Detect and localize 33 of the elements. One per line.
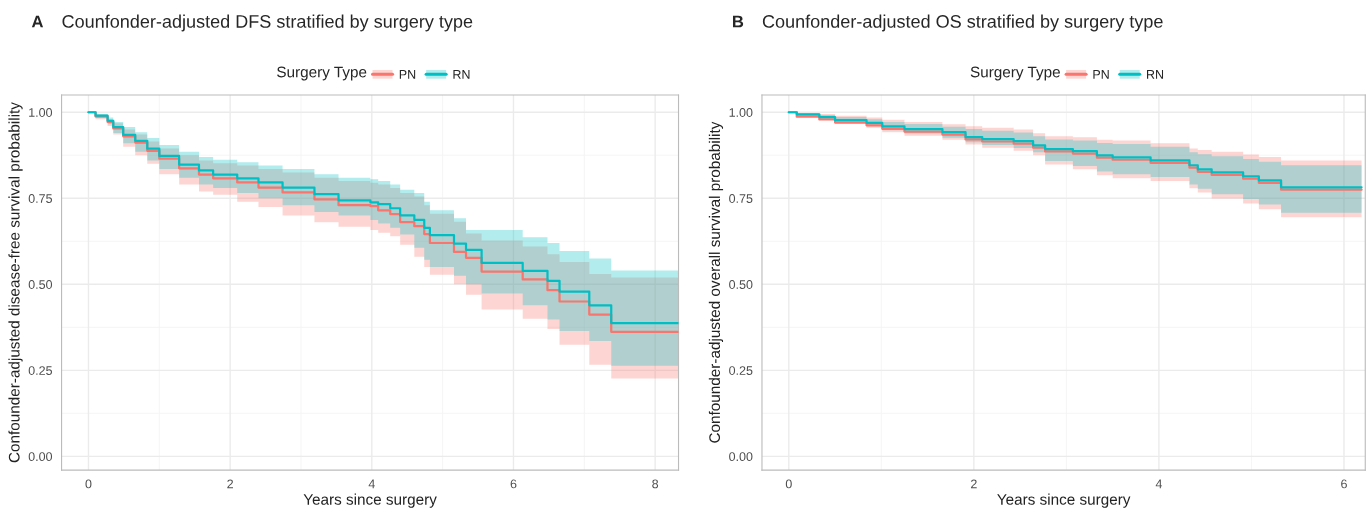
legend-label: PN [399, 70, 416, 79]
y-tick-label: 0.00 [28, 452, 53, 462]
x-tick-label: 6 [510, 479, 517, 489]
x-tick-label: 8 [652, 479, 659, 489]
x-tick-label: 2 [227, 479, 233, 489]
y-tick-label: 1.00 [729, 108, 753, 117]
y-tick-label: 1.00 [29, 108, 53, 117]
chart-title: Counfonder-adjusted DFS stratified by surgery type [62, 14, 473, 32]
x-tick-label: 6 [1341, 479, 1347, 489]
x-axis-title: Years since surgery [303, 493, 437, 508]
y-axis-title: Confounder-adjusted overall survival probability [708, 121, 724, 443]
y-tick-label: 0.50 [729, 280, 753, 289]
x-tick-label: 2 [971, 479, 977, 489]
x-tick-label: 0 [785, 479, 792, 489]
text: A [31, 15, 44, 28]
x-tick-label: 4 [1155, 479, 1163, 489]
legend-label: RN [1147, 70, 1164, 79]
y-axis-title: Confounder-adjusted disease-free survival probability [8, 102, 23, 463]
y-tick-label: 0.25 [729, 366, 753, 375]
y-tick-label: 0.75 [28, 194, 53, 203]
x-tick-label: 4 [368, 479, 375, 489]
legend-title: Surgery Type [970, 66, 1060, 81]
y-tick-label: 0.75 [729, 194, 753, 203]
legend-label: RN [453, 70, 470, 79]
x-axis-title: Years since surgery [997, 493, 1131, 508]
y-tick-label: 0.25 [28, 366, 53, 375]
chart-title: Counfonder-adjusted OS stratified by surgery type [762, 14, 1163, 32]
legend-label: PN [1093, 70, 1109, 79]
x-tick-label: 0 [85, 479, 92, 489]
y-tick-label: 0.00 [729, 452, 753, 462]
y-tick-label: 0.50 [28, 280, 53, 289]
legend-title: Surgery Type [277, 66, 367, 81]
text: B [732, 15, 744, 28]
